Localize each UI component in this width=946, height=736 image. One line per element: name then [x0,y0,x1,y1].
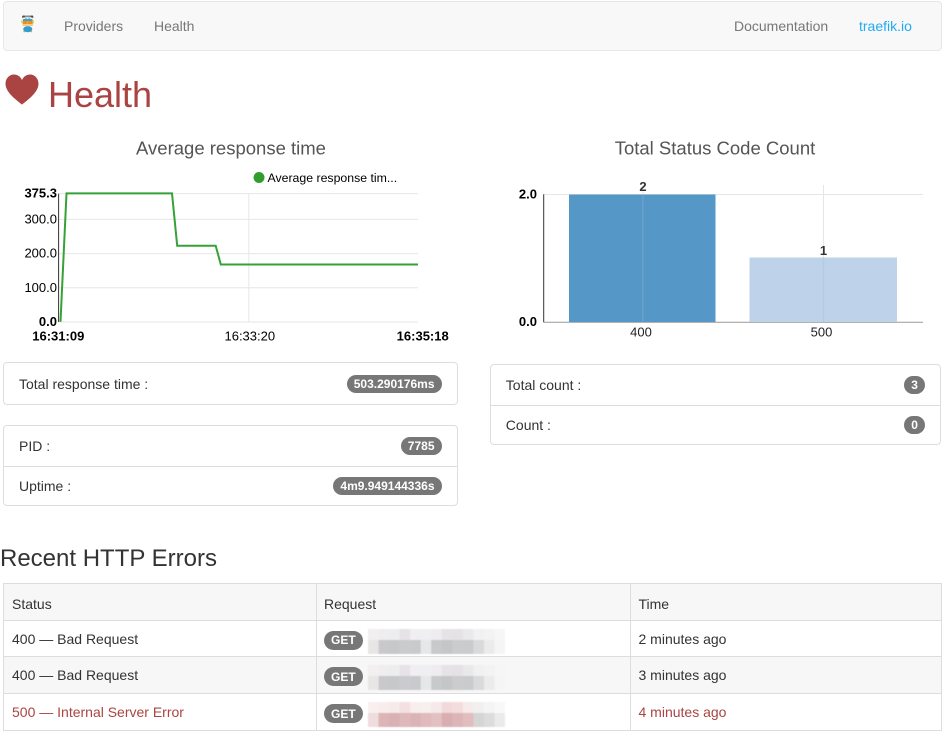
svg-text:400: 400 [630,325,652,340]
svg-text:16:33:20: 16:33:20 [224,328,275,343]
svg-text:Average response tim...: Average response tim... [268,171,398,185]
svg-text:16:31:09: 16:31:09 [32,328,84,343]
svg-text:Total Status Code Count: Total Status Code Count [615,138,816,159]
svg-text:100.0: 100.0 [24,280,57,295]
svg-text:375.3: 375.3 [24,186,57,201]
svg-text:2: 2 [639,179,646,194]
svg-text:500: 500 [811,325,833,340]
svg-text:0.0: 0.0 [39,314,57,329]
svg-text:Average response time: Average response time [136,138,326,159]
svg-text:16:35:18: 16:35:18 [397,328,449,343]
svg-text:200.0: 200.0 [24,246,57,261]
svg-text:300.0: 300.0 [24,211,57,226]
svg-text:0.0: 0.0 [519,314,537,329]
svg-text:2.0: 2.0 [519,187,537,202]
svg-text:1: 1 [820,243,827,258]
